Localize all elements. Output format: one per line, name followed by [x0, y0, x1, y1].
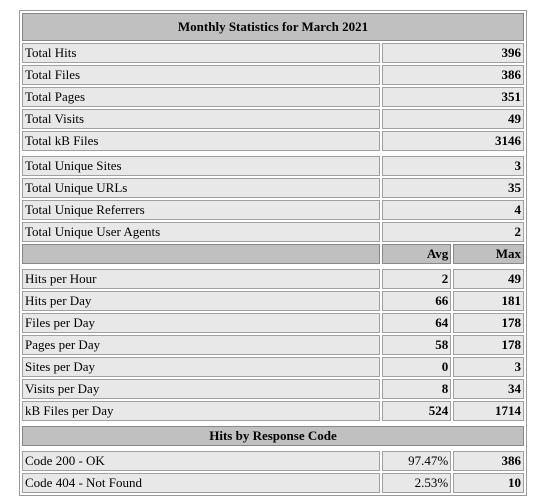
kb-files-per-day-label: kB Files per Day [22, 401, 381, 421]
code-404-value: 10 [453, 473, 524, 493]
max-header: Max [453, 244, 524, 264]
unique-referrers-label: Total Unique Referrers [22, 200, 381, 220]
separator [22, 448, 524, 449]
code-200-label: Code 200 - OK [22, 451, 381, 471]
response-code-header-row: Hits by Response Code [22, 426, 524, 446]
kb-files-per-day-max: 1714 [453, 401, 524, 421]
total-visits-value: 49 [382, 109, 524, 129]
hits-per-day-label: Hits per Day [22, 291, 381, 311]
visits-per-day-avg: 8 [382, 379, 452, 399]
files-per-day-label: Files per Day [22, 313, 381, 333]
separator-cell [22, 448, 524, 449]
files-per-day-row: Files per Day 64 178 [22, 313, 524, 333]
total-kb-files-row: Total kB Files 3146 [22, 131, 524, 151]
unique-sites-row: Total Unique Sites 3 [22, 156, 524, 176]
pages-per-day-avg: 58 [382, 335, 452, 355]
total-visits-row: Total Visits 49 [22, 109, 524, 129]
kb-files-per-day-avg: 524 [382, 401, 452, 421]
hits-per-day-row: Hits per Day 66 181 [22, 291, 524, 311]
total-visits-label: Total Visits [22, 109, 381, 129]
separator [22, 423, 524, 424]
unique-urls-row: Total Unique URLs 35 [22, 178, 524, 198]
visits-per-day-label: Visits per Day [22, 379, 381, 399]
avg-max-header-row: Avg Max [22, 244, 524, 264]
total-files-row: Total Files 386 [22, 65, 524, 85]
separator-cell [22, 266, 524, 267]
separator [22, 153, 524, 154]
total-hits-row: Total Hits 396 [22, 43, 524, 63]
pages-per-day-max: 178 [453, 335, 524, 355]
avg-max-header-blank [22, 244, 381, 264]
hits-per-hour-label: Hits per Hour [22, 269, 381, 289]
code-404-label: Code 404 - Not Found [22, 473, 381, 493]
sites-per-day-avg: 0 [382, 357, 452, 377]
unique-user-agents-value: 2 [382, 222, 524, 242]
total-hits-value: 396 [382, 43, 524, 63]
unique-urls-value: 35 [382, 178, 524, 198]
avg-header: Avg [382, 244, 452, 264]
title-row: Monthly Statistics for March 2021 [22, 13, 524, 41]
unique-referrers-value: 4 [382, 200, 524, 220]
unique-user-agents-label: Total Unique User Agents [22, 222, 381, 242]
code-200-row: Code 200 - OK 97.47% 386 [22, 451, 524, 471]
response-code-header: Hits by Response Code [22, 426, 524, 446]
total-pages-value: 351 [382, 87, 524, 107]
separator-cell [22, 153, 524, 154]
unique-referrers-row: Total Unique Referrers 4 [22, 200, 524, 220]
hits-per-day-avg: 66 [382, 291, 452, 311]
unique-sites-label: Total Unique Sites [22, 156, 381, 176]
code-200-percent: 97.47% [382, 451, 452, 471]
hits-per-hour-max: 49 [453, 269, 524, 289]
total-files-label: Total Files [22, 65, 381, 85]
visits-per-day-max: 34 [453, 379, 524, 399]
sites-per-day-label: Sites per Day [22, 357, 381, 377]
total-kb-files-label: Total kB Files [22, 131, 381, 151]
monthly-statistics-table: Monthly Statistics for March 2021 Total … [19, 10, 527, 496]
hits-per-hour-row: Hits per Hour 2 49 [22, 269, 524, 289]
unique-sites-value: 3 [382, 156, 524, 176]
code-200-value: 386 [453, 451, 524, 471]
hits-per-hour-avg: 2 [382, 269, 452, 289]
code-404-percent: 2.53% [382, 473, 452, 493]
table-title: Monthly Statistics for March 2021 [22, 13, 524, 41]
total-pages-row: Total Pages 351 [22, 87, 524, 107]
sites-per-day-row: Sites per Day 0 3 [22, 357, 524, 377]
hits-per-day-max: 181 [453, 291, 524, 311]
files-per-day-avg: 64 [382, 313, 452, 333]
code-404-row: Code 404 - Not Found 2.53% 10 [22, 473, 524, 493]
total-kb-files-value: 3146 [382, 131, 524, 151]
pages-per-day-row: Pages per Day 58 178 [22, 335, 524, 355]
sites-per-day-max: 3 [453, 357, 524, 377]
separator-cell [22, 423, 524, 424]
pages-per-day-label: Pages per Day [22, 335, 381, 355]
total-files-value: 386 [382, 65, 524, 85]
unique-urls-label: Total Unique URLs [22, 178, 381, 198]
unique-user-agents-row: Total Unique User Agents 2 [22, 222, 524, 242]
kb-files-per-day-row: kB Files per Day 524 1714 [22, 401, 524, 421]
total-hits-label: Total Hits [22, 43, 381, 63]
separator [22, 266, 524, 267]
visits-per-day-row: Visits per Day 8 34 [22, 379, 524, 399]
total-pages-label: Total Pages [22, 87, 381, 107]
files-per-day-max: 178 [453, 313, 524, 333]
